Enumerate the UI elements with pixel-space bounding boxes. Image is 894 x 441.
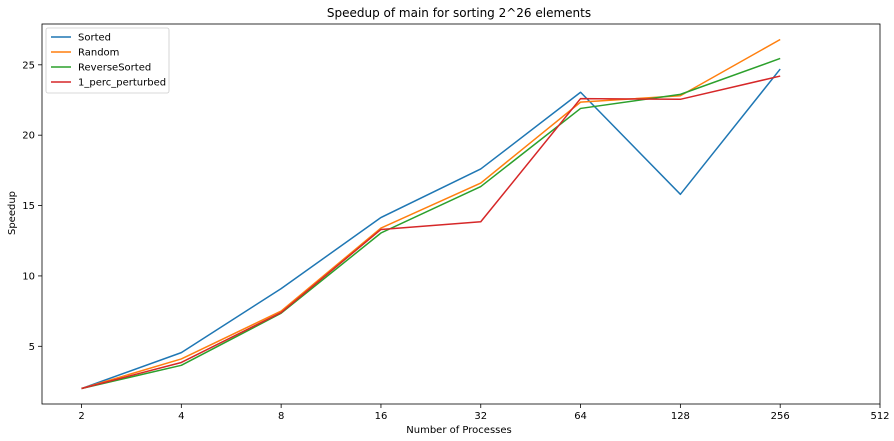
series-line-reversesorted bbox=[81, 57, 781, 390]
x-tick-label: 512 bbox=[870, 411, 889, 422]
x-tick-label: 256 bbox=[771, 411, 790, 422]
x-tick-label: 8 bbox=[278, 411, 284, 422]
y-tick-label: 5 bbox=[29, 342, 35, 353]
plot-area: 2 4 8 16 32 64 128 256 512 5 10 15 20 25 Sorted Random R… bbox=[22, 23, 890, 422]
chart-title: Speedup of main for sorting 2^26 element… bbox=[327, 6, 591, 20]
y-axis-label: Speedup bbox=[7, 191, 18, 235]
legend-box bbox=[45, 27, 170, 94]
legend-label: Random bbox=[78, 48, 119, 59]
series-line-random bbox=[81, 38, 781, 390]
legend-label: ReverseSorted bbox=[78, 63, 151, 74]
x-tick-label: 4 bbox=[178, 411, 184, 422]
legend-label: 1_perc_perturbed bbox=[78, 78, 166, 89]
plot-frame bbox=[41, 23, 881, 405]
x-tick-label: 64 bbox=[574, 411, 587, 422]
x-tick-label: 16 bbox=[375, 411, 388, 422]
legend-label: Sorted bbox=[78, 33, 111, 44]
x-axis-label: Number of Processes bbox=[406, 425, 511, 436]
x-tick-label: 32 bbox=[474, 411, 487, 422]
series-line-sorted bbox=[81, 68, 781, 390]
y-tick-label: 20 bbox=[22, 131, 35, 142]
y-tick-label: 15 bbox=[22, 201, 35, 212]
x-tick-label: 128 bbox=[671, 411, 690, 422]
x-tick-label: 2 bbox=[78, 411, 84, 422]
y-tick-label: 25 bbox=[22, 60, 35, 71]
y-tick-label: 10 bbox=[22, 271, 35, 282]
series-line-1-perc-perturbed bbox=[81, 75, 781, 390]
